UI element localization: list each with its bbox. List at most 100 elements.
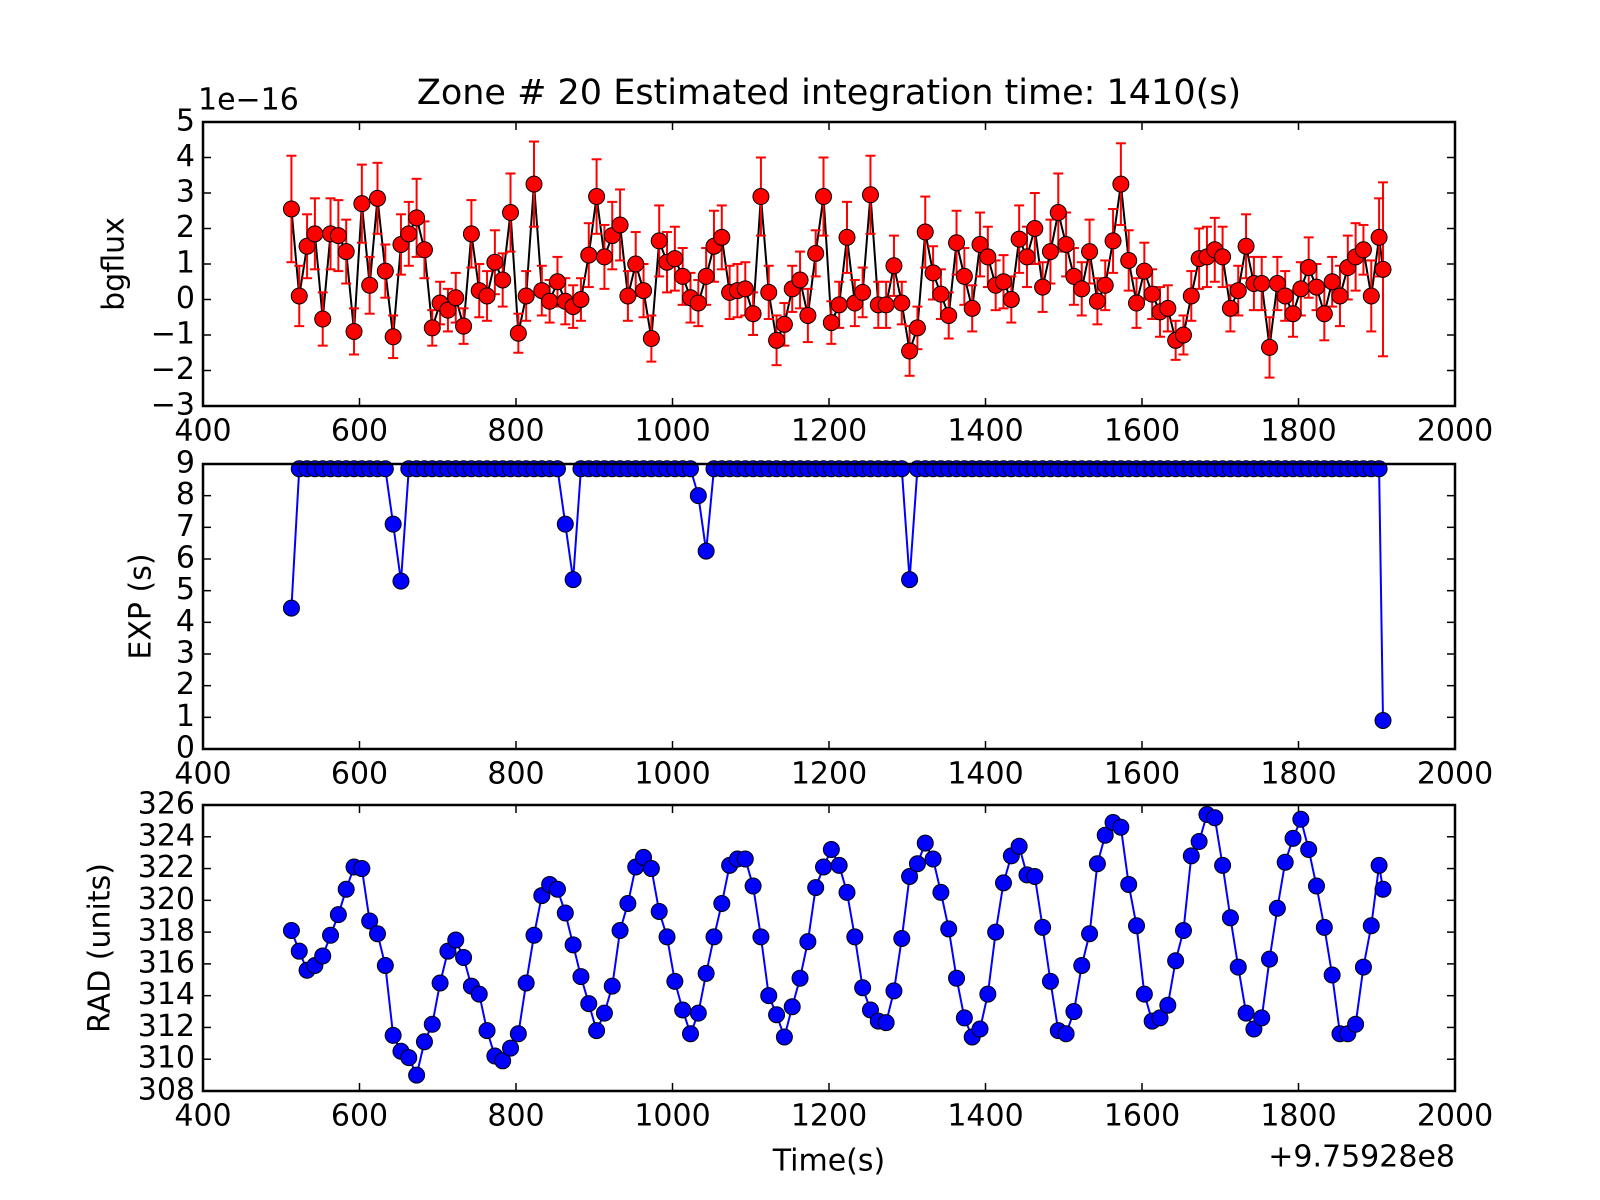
data-point	[971, 1020, 989, 1038]
data-point	[400, 1049, 418, 1067]
data-point	[1253, 275, 1271, 293]
data-point	[1276, 287, 1294, 305]
data-point	[1002, 291, 1020, 308]
data-point	[1112, 175, 1130, 193]
y-axis-label: bgflux	[97, 217, 132, 311]
data-point	[588, 188, 606, 206]
x-tick-label: 800	[487, 757, 544, 792]
x-axis-label: Time(s)	[772, 1144, 885, 1179]
data-point	[908, 855, 926, 873]
data-point	[1261, 950, 1279, 968]
data-point	[815, 188, 833, 206]
data-point	[760, 987, 778, 1005]
data-point	[282, 200, 300, 218]
data-point	[1331, 287, 1349, 305]
data-point	[736, 850, 754, 868]
data-point	[353, 860, 371, 878]
data-point	[1096, 826, 1114, 844]
data-point	[861, 186, 879, 204]
data-point	[752, 188, 770, 206]
data-point	[697, 964, 715, 982]
data-point	[650, 232, 668, 250]
y-tick-label: 9	[176, 446, 195, 481]
data-point	[1081, 243, 1099, 261]
y-tick-label: −1	[151, 317, 195, 352]
data-point	[1374, 880, 1392, 898]
x-tick-label: 600	[331, 414, 388, 449]
y-tick-label: 3	[176, 636, 195, 671]
data-point	[408, 1066, 426, 1084]
data-point	[595, 1004, 613, 1022]
data-point	[971, 235, 989, 253]
data-point	[361, 276, 379, 294]
data-point	[494, 271, 512, 289]
data-point	[329, 227, 347, 245]
data-point	[838, 228, 856, 246]
data-point	[940, 920, 958, 938]
data-point	[1088, 855, 1106, 873]
axes-frame	[201, 462, 1457, 751]
data-point	[1135, 262, 1153, 280]
data-point	[611, 216, 629, 234]
y-axis-label: RAD (units)	[83, 863, 118, 1033]
data-point	[595, 248, 613, 266]
data-point	[760, 283, 778, 301]
data-point	[815, 858, 833, 876]
data-point	[1370, 856, 1388, 874]
data-point	[478, 287, 496, 305]
data-point	[1159, 299, 1177, 317]
data-point	[1214, 856, 1232, 874]
y-tick-label: 316	[138, 945, 195, 980]
x-tick-label: 400	[174, 414, 231, 449]
data-point	[948, 234, 966, 252]
y-tick-label: 312	[138, 1009, 195, 1044]
data-point	[1315, 305, 1333, 323]
data-point	[572, 968, 590, 986]
data-point	[564, 936, 582, 954]
data-point	[408, 209, 426, 227]
data-point	[635, 282, 653, 300]
data-point	[564, 571, 582, 589]
data-point	[1174, 922, 1192, 940]
y-tick-label: 4	[176, 139, 195, 174]
data-point	[877, 296, 895, 314]
data-point	[1159, 996, 1177, 1014]
data-point	[885, 982, 903, 1000]
y-tick-label: 0	[176, 281, 195, 316]
data-point	[314, 947, 332, 965]
data-point	[1120, 251, 1138, 269]
data-point	[282, 599, 300, 617]
data-point	[588, 1022, 606, 1040]
data-point	[1018, 248, 1036, 266]
y-tick-label: 1	[176, 246, 195, 281]
data-point	[1315, 918, 1333, 936]
y-tick-label: 326	[138, 787, 195, 822]
data-point	[799, 306, 817, 324]
data-point	[1292, 280, 1310, 298]
data-point	[580, 995, 598, 1013]
data-point	[1057, 1025, 1075, 1043]
data-point	[775, 315, 793, 333]
data-point	[1229, 282, 1247, 300]
data-point	[1276, 853, 1294, 871]
x-tick-label: 1600	[1104, 414, 1180, 449]
data-point	[1096, 276, 1114, 294]
x-tick-label: 1400	[947, 1099, 1023, 1134]
data-point	[525, 175, 543, 193]
data-point	[368, 189, 386, 207]
data-point	[619, 287, 637, 305]
data-point	[674, 1001, 692, 1019]
x-offset-label: +9.75928e8	[1268, 1140, 1455, 1175]
subplot: 400 600 800 1000 1200 1400 1600 1800 20003083103…	[83, 787, 1494, 1179]
x-tick-label: 1600	[1104, 1099, 1180, 1134]
data-point	[1151, 1009, 1169, 1027]
x-tick-label: 1000	[634, 1099, 710, 1134]
subplot: 400 600 800 1000 1200 1400 1600 1800 2000 −3−2−10…	[97, 73, 1494, 449]
data-point	[1128, 294, 1146, 312]
data-point	[1057, 235, 1075, 253]
data-point	[619, 895, 637, 913]
data-point	[1221, 909, 1239, 927]
data-point	[916, 834, 934, 852]
x-tick-label: 1000	[634, 757, 710, 792]
data-point	[486, 253, 504, 271]
